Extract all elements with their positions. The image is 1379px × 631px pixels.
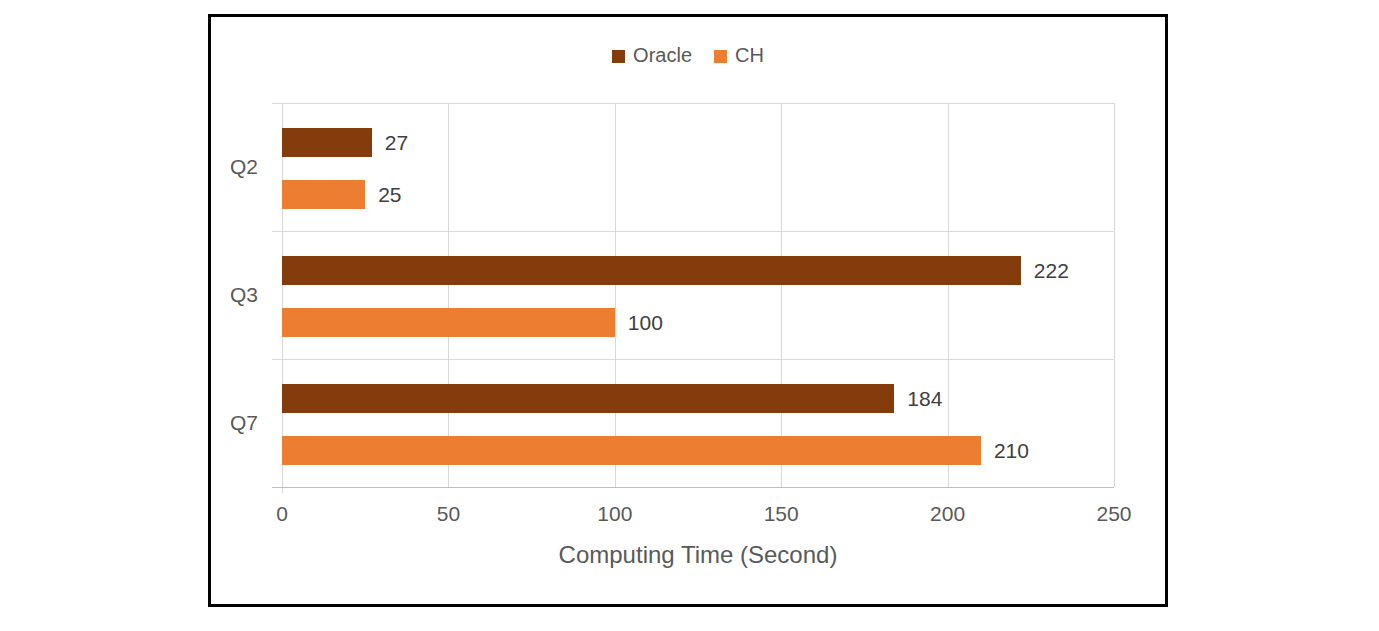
x-tick-label-0: 0 [276,502,288,526]
legend-item-oracle: Oracle [612,44,692,67]
data-label-oracle-q7: 184 [907,384,942,413]
chart-frame: Oracle CH 27 25 222 100 184 210 Computing Time… [208,14,1168,607]
legend-label-ch: CH [735,44,764,67]
x-axis-line [272,487,1114,488]
bar-oracle-q7 [282,384,894,413]
legend-item-ch: CH [714,44,764,67]
vertical-gridline-250 [1114,103,1115,487]
legend-label-oracle: Oracle [633,44,692,67]
x-tick-label-200: 200 [930,502,965,526]
bar-ch-q3 [282,308,615,337]
x-tick-label-50: 50 [437,502,460,526]
legend: Oracle CH [211,44,1165,67]
vertical-gridline-150 [781,103,782,487]
legend-marker-ch-icon [714,50,727,63]
bar-ch-q7 [282,436,981,465]
category-label-q7: Q7 [211,410,258,436]
x-tick-label-250: 250 [1096,502,1131,526]
chart-canvas: Oracle CH 27 25 222 100 184 210 Computing Time… [0,0,1379,631]
bar-ch-q2 [282,180,365,209]
bar-oracle-q2 [282,128,372,157]
horizontal-gridline-2 [272,359,1114,360]
data-label-oracle-q2: 27 [385,128,408,157]
data-label-ch-q7: 210 [994,436,1029,465]
vertical-gridline-200 [948,103,949,487]
data-label-oracle-q3: 222 [1034,256,1069,285]
legend-marker-oracle-icon [612,50,625,63]
x-tick-label-100: 100 [597,502,632,526]
vertical-gridline-100 [615,103,616,487]
data-label-ch-q2: 25 [378,180,401,209]
plot-area: 27 25 222 100 184 210 [282,103,1114,487]
bar-oracle-q3 [282,256,1021,285]
category-label-q3: Q3 [211,282,258,308]
horizontal-gridline-1 [272,231,1114,232]
vertical-gridline-0 [282,103,283,493]
x-tick-label-150: 150 [764,502,799,526]
category-label-q2: Q2 [211,154,258,180]
x-axis-title: Computing Time (Second) [282,541,1114,569]
vertical-gridline-50 [448,103,449,487]
data-label-ch-q3: 100 [628,308,663,337]
horizontal-gridline-0 [272,103,1114,104]
